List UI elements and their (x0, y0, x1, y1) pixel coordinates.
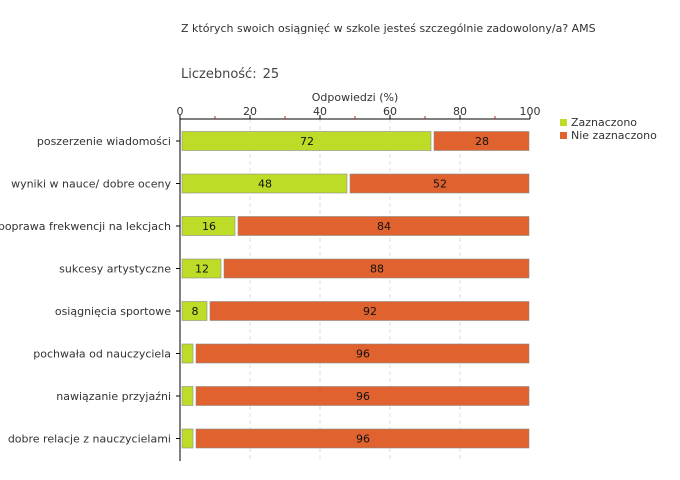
data-label-selected: 72 (300, 135, 314, 148)
category-label: poszerzenie wiadomości (37, 135, 171, 148)
bar-not-selected (433, 131, 530, 151)
chart-title: Z których swoich osiągnięć w szkole jest… (181, 22, 596, 35)
x-tick-label: 40 (313, 105, 327, 118)
bar-selected (181, 386, 194, 406)
sample-size-label: Liczebność: (181, 67, 257, 82)
bar-not-selected (195, 386, 530, 406)
legend-swatch-selected (560, 119, 567, 126)
legend-label-not-selected: Nie zaznaczono (571, 129, 657, 142)
x-tick-label: 100 (520, 105, 541, 118)
bar-selected (181, 428, 194, 449)
legend-label-selected: Zaznaczono (571, 116, 638, 129)
category-label: wyniki w nauce/ dobre oceny (11, 178, 171, 191)
category-label: poprawa frekwencji na lekcjach (0, 220, 171, 233)
x-tick-label: 0 (177, 105, 184, 118)
bar-not-selected (237, 216, 530, 236)
category-label: sukcesy artystyczne (59, 263, 171, 276)
legend: Zaznaczono Nie zaznaczono (560, 116, 657, 142)
bar-not-selected (209, 301, 530, 321)
category-label: osiągnięcia sportowe (55, 305, 171, 318)
data-label-not-selected: 96 (356, 433, 370, 446)
category-label: pochwała od nauczyciela (33, 348, 171, 361)
bar-selected (181, 301, 208, 321)
bar-selected (181, 258, 222, 279)
category-label: dobre relacje z nauczycielami (8, 433, 171, 446)
data-label-not-selected: 96 (356, 390, 370, 403)
bar-not-selected (349, 173, 530, 194)
data-label-not-selected: 84 (377, 220, 391, 233)
data-label-selected: 16 (202, 220, 216, 233)
bar-not-selected (223, 258, 530, 279)
data-label-selected: 8 (192, 305, 199, 318)
bar-selected (181, 343, 194, 364)
bar-selected (181, 131, 432, 151)
bar-not-selected (195, 343, 530, 364)
data-label-not-selected: 28 (475, 135, 489, 148)
x-axis-title: Odpowiedzi (%) (311, 91, 399, 104)
legend-swatch-not-selected (560, 132, 567, 139)
bar-selected (181, 216, 236, 236)
category-label: nawiązanie przyjaźni (56, 390, 171, 403)
data-label-selected: 48 (258, 178, 272, 191)
data-label-not-selected: 96 (356, 348, 370, 361)
bar-not-selected (195, 428, 530, 449)
legend-item-selected: Zaznaczono (560, 116, 657, 129)
x-tick-label: 20 (243, 105, 257, 118)
data-label-not-selected: 52 (433, 178, 447, 191)
data-label-not-selected: 88 (370, 263, 384, 276)
x-tick-label: 80 (453, 105, 467, 118)
bar-selected (181, 173, 348, 194)
data-label-selected: 12 (195, 263, 209, 276)
sample-size: Liczebność: 25 (181, 67, 285, 82)
x-tick-label: 60 (383, 105, 397, 118)
legend-item-not-selected: Nie zaznaczono (560, 129, 657, 142)
data-label-not-selected: 92 (363, 305, 377, 318)
sample-size-value: 25 (262, 67, 280, 82)
